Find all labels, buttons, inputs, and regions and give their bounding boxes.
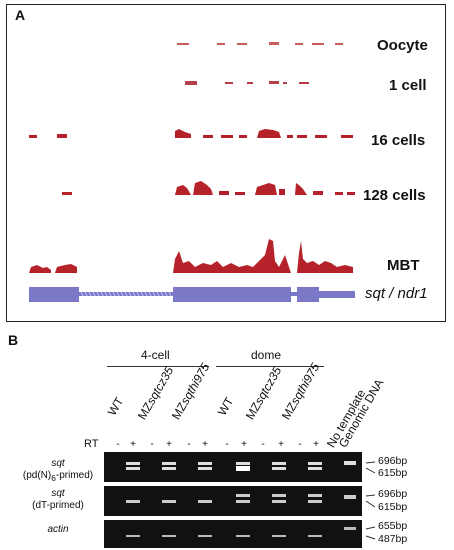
size-label: 655bp (378, 520, 408, 532)
lane-label-hi975-dome: MZsqthi975 (278, 360, 323, 422)
track-16cells (29, 129, 353, 138)
rt-sign: + (278, 439, 284, 450)
rt-sign: - (298, 439, 302, 450)
gel-1-bands (126, 461, 356, 471)
gel-3-bands (126, 527, 356, 537)
group-label-dome: dome (251, 348, 282, 362)
group-line-4cell (107, 366, 209, 367)
gel-3 (104, 520, 362, 548)
track-oocyte (177, 42, 343, 45)
size-label: 615bp (378, 467, 408, 479)
intron-hatch (80, 291, 172, 297)
rt-sign: - (225, 439, 229, 450)
rt-sign: + (241, 439, 247, 450)
rt-sign: + (166, 439, 172, 450)
rt-sign: - (116, 439, 120, 450)
track-label-128cells: 128 cells (363, 187, 426, 204)
rt-sign: + (130, 439, 136, 450)
rt-sign: - (261, 439, 265, 450)
panel-a-label: A (15, 7, 26, 23)
gel-caption-1: sqt (pd(N)6-primed) (22, 458, 94, 483)
track-label-16cells: 16 cells (371, 132, 426, 149)
size-marker-lines (365, 461, 376, 540)
gel-2-bands (126, 494, 356, 503)
gel-1 (104, 452, 362, 482)
panel-b-label: B (8, 332, 19, 348)
panel-a: A (6, 4, 446, 322)
size-label: 487bp (378, 533, 408, 545)
gene-label: sqt / ndr1 (365, 285, 428, 302)
coverage-tracks (29, 42, 355, 302)
track-128cells (62, 181, 355, 195)
lane-label-cz35-dome: MZsqtcz35 (242, 364, 285, 422)
track-1cell (185, 81, 309, 85)
gel-images (104, 452, 362, 548)
track-label-mbt: MBT (387, 257, 420, 274)
rt-label: RT (84, 438, 99, 450)
rt-sign: - (150, 439, 154, 450)
track-label-oocyte: Oocyte (377, 37, 428, 54)
lane-label-wt-4cell: WT (104, 394, 127, 418)
rt-sign: + (313, 439, 319, 450)
rt-sign: - (187, 439, 191, 450)
group-line-dome (216, 366, 324, 367)
rt-sign: + (202, 439, 208, 450)
gel-caption-3: actin (47, 524, 69, 535)
track-mbt (29, 239, 353, 273)
gene-model (29, 287, 355, 302)
gel-2 (104, 486, 362, 516)
lane-label-wt-dome: WT (214, 394, 237, 418)
group-label-4cell: 4-cell (141, 348, 170, 362)
track-label-1cell: 1 cell (389, 77, 427, 94)
size-label: 696bp (378, 455, 408, 467)
size-label: 696bp (378, 488, 408, 500)
gel-caption-2: sqt (dT-primed) (32, 488, 84, 511)
size-label: 615bp (378, 501, 408, 513)
